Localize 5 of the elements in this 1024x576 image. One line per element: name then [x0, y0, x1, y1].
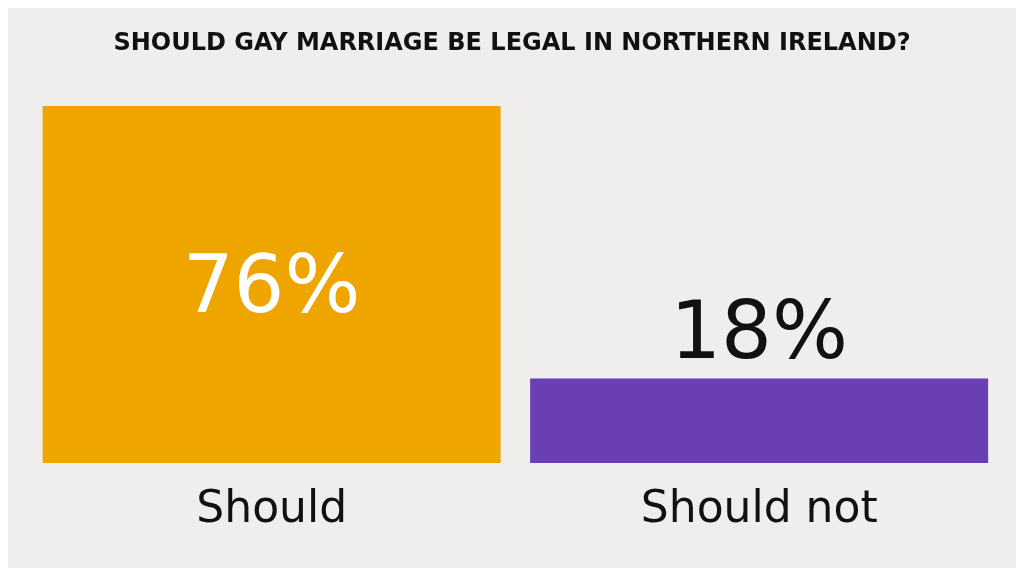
data-label: 76%: [182, 238, 361, 331]
chart-title: SHOULD GAY MARRIAGE BE LEGAL IN NORTHERN IRELAND?: [112, 27, 912, 58]
x-tick-label: Should not: [640, 481, 878, 533]
data-label: 18%: [670, 284, 849, 378]
x-tick-label: Should: [196, 481, 348, 533]
